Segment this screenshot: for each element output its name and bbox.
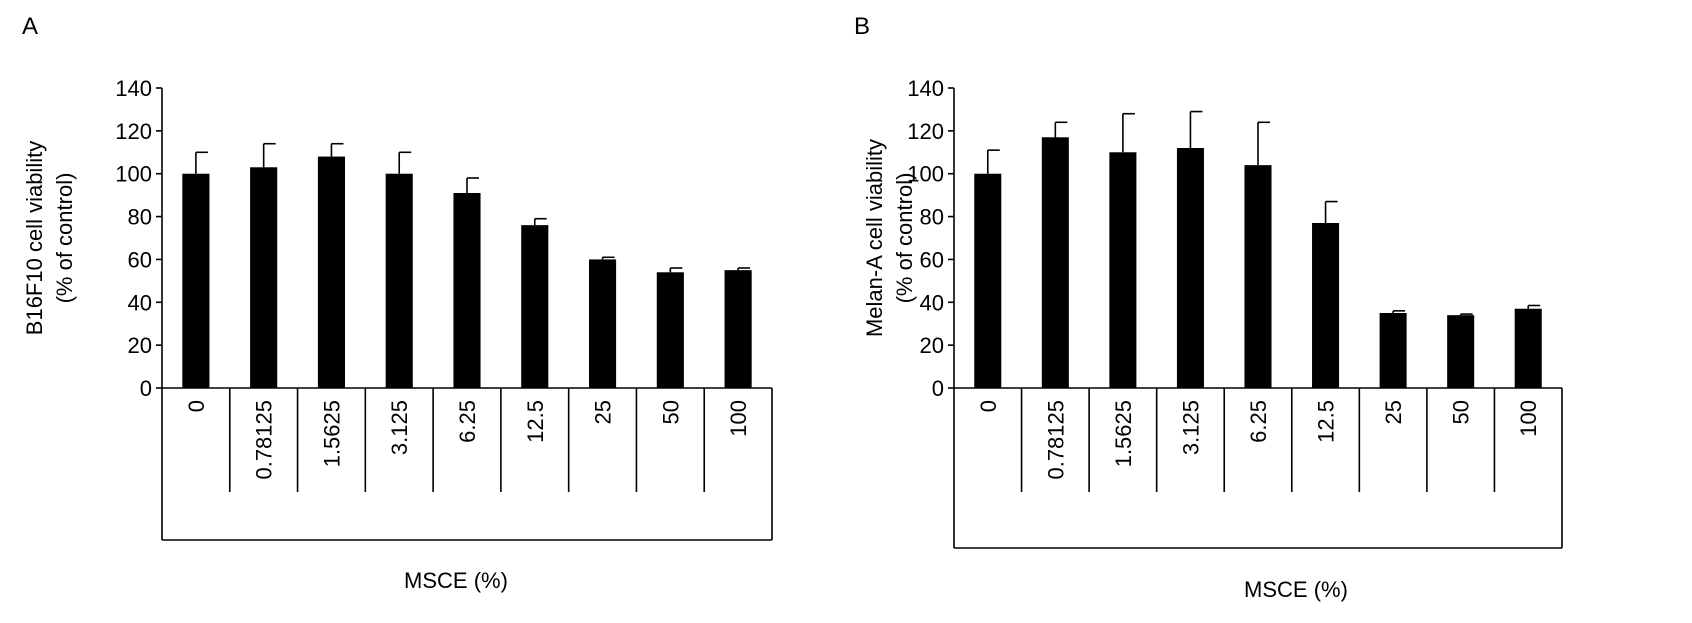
panel-a-x-tick-label: 0 <box>184 400 209 412</box>
panel-b-y-tick-label: 140 <box>907 76 944 101</box>
panel-b-ylabel-line2: (% of control) <box>892 173 917 304</box>
panel-b-x-tick-label: 12.5 <box>1314 400 1339 443</box>
panel-a-bar <box>724 270 752 388</box>
panel-b-plot: 0 20 40 60 80 100 120 140 0 0.78125 1.5625 3.125 6.2… <box>907 76 1563 549</box>
panel-b-y-tick-label: 0 <box>932 376 944 401</box>
panel-b-y-tick-label: 60 <box>920 247 944 272</box>
panel-b-y-tick-label: 40 <box>920 290 944 315</box>
panel-a-bar <box>317 156 345 388</box>
panel-a-ylabel-line2: (% of control) <box>52 173 77 304</box>
panel-b-ylabel-line1: Melan-A cell viability <box>862 139 887 337</box>
panel-a-x-tick-label: 25 <box>591 400 616 424</box>
panel-b-x-tick-label: 0.78125 <box>1043 400 1068 480</box>
panel-a-bar <box>656 272 684 388</box>
panel-a-x-tick-label: 0.78125 <box>252 400 277 480</box>
panel-a-bar <box>385 173 413 388</box>
panel-b-bar <box>1109 152 1137 388</box>
panel-b-bar <box>974 173 1002 388</box>
panel-a-y-tick-label: 40 <box>128 290 152 315</box>
panel-a-y-tick-label: 100 <box>115 162 152 187</box>
panel-a-y-tick-label: 120 <box>115 119 152 144</box>
panel-b-x-tick-label: 0 <box>976 400 1001 412</box>
panel-b-y-tick-label: 20 <box>920 333 944 358</box>
panel-b-x-tick-label: 50 <box>1449 400 1474 424</box>
panel-b-x-tick-label: 1.5625 <box>1111 400 1136 467</box>
panel-a-y-tick-label: 20 <box>128 333 152 358</box>
panel-a-x-tick-label: 100 <box>726 400 751 437</box>
panel-a-ylabel-line1: B16F10 cell viability <box>22 141 47 335</box>
panel-b-bar <box>1514 308 1542 388</box>
panel-a-bar <box>250 167 278 388</box>
panel-a-xlabel: MSCE (%) <box>404 568 508 593</box>
panel-a-plot: 0 20 40 60 80 100 120 140 0 0.78125 1.5625 3.125 6.2… <box>115 76 773 541</box>
panel-b-bar <box>1447 315 1475 388</box>
panel-b-bar <box>1312 223 1340 388</box>
panel-a-y-tick-label: 140 <box>115 76 152 101</box>
panel-a-y-tick-label: 60 <box>128 247 152 272</box>
panel-b-x-tick-label: 6.25 <box>1246 400 1271 443</box>
panel-b-y-tick-label: 100 <box>907 162 944 187</box>
panel-b: B Melan-A cell viability (% of control) … <box>854 13 1563 602</box>
panel-a: A B16F10 cell viability (% of control) M… <box>22 13 773 593</box>
panel-a-letter: A <box>22 13 38 40</box>
panel-a-bar <box>182 173 210 388</box>
panel-a-x-tick-label: 50 <box>658 400 683 424</box>
panel-b-bar <box>1041 137 1069 388</box>
panel-a-x-tick-label: 1.5625 <box>319 400 344 467</box>
panel-b-y-tick-label: 80 <box>920 205 944 230</box>
panel-b-bar <box>1379 313 1407 388</box>
panel-b-y-tick-label: 120 <box>907 119 944 144</box>
panel-b-x-tick-label: 100 <box>1516 400 1541 437</box>
panel-b-letter: B <box>854 13 870 40</box>
panel-a-y-tick-label: 0 <box>140 376 152 401</box>
panel-b-x-tick-label: 3.125 <box>1178 400 1203 455</box>
panel-b-xlabel: MSCE (%) <box>1244 577 1348 602</box>
panel-a-bar <box>453 193 481 388</box>
panel-a-bar <box>589 259 617 388</box>
panel-a-x-tick-label: 6.25 <box>455 400 480 443</box>
panel-b-bar <box>1176 148 1204 388</box>
panel-b-bar <box>1244 165 1272 388</box>
panel-b-x-tick-label: 25 <box>1381 400 1406 424</box>
panel-a-x-tick-label: 3.125 <box>387 400 412 455</box>
panel-a-x-tick-label: 12.5 <box>523 400 548 443</box>
panel-a-bar <box>521 225 549 388</box>
panel-a-y-tick-label: 80 <box>128 205 152 230</box>
